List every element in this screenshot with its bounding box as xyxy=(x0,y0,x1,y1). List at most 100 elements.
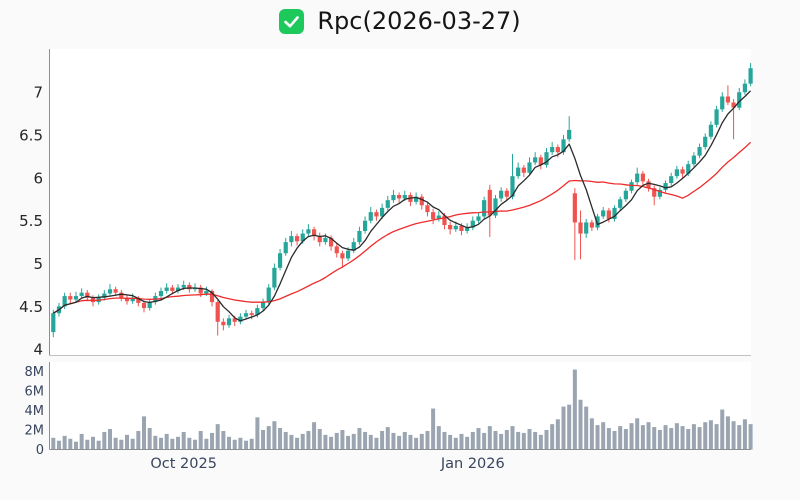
candle-body xyxy=(243,313,249,317)
candle-body xyxy=(686,164,691,174)
candle-body xyxy=(334,246,339,254)
volume-bar xyxy=(164,433,169,450)
volume-bar xyxy=(493,430,498,450)
candle-body xyxy=(470,220,475,228)
volume-bar xyxy=(720,409,725,450)
volume-bar xyxy=(306,430,311,450)
volume-bar xyxy=(680,426,685,450)
candle-body xyxy=(181,284,186,288)
volume-bar xyxy=(124,434,129,450)
volume-bar xyxy=(414,437,419,450)
candle-body xyxy=(368,212,373,221)
candle-body xyxy=(311,229,317,237)
check-icon xyxy=(279,8,305,34)
candle-body xyxy=(595,216,600,228)
volume-bar xyxy=(742,419,747,450)
volume-bar xyxy=(261,430,266,450)
volume-bar xyxy=(159,437,164,450)
candle-body xyxy=(504,190,509,197)
legend: Rpc(2026-03-27) xyxy=(0,4,800,38)
candle-body xyxy=(487,189,492,216)
volume-bar xyxy=(640,425,645,450)
candle-body xyxy=(402,195,407,199)
volume-bar xyxy=(436,426,441,450)
candle-body xyxy=(669,176,674,184)
volume-bar xyxy=(691,424,696,450)
candle-body xyxy=(640,173,645,182)
candle-body xyxy=(606,210,611,219)
volume-bar xyxy=(652,427,657,450)
candle-body xyxy=(175,287,181,291)
volume-bar xyxy=(317,429,322,450)
candle-body xyxy=(691,155,696,165)
candle-body xyxy=(623,190,628,200)
candle-body xyxy=(425,205,430,213)
candle-body xyxy=(737,92,742,108)
candle-body xyxy=(357,230,362,243)
candle-body xyxy=(436,215,441,219)
candle-body xyxy=(198,287,203,294)
volume-bar xyxy=(697,427,702,450)
volume-bar xyxy=(589,418,594,450)
volume-bar xyxy=(340,430,345,450)
volume-bar xyxy=(510,426,515,450)
volume-bar xyxy=(170,438,175,450)
volume-bar xyxy=(255,417,260,450)
volume-bar xyxy=(176,436,181,450)
candle-body xyxy=(62,296,67,307)
candle-body xyxy=(612,207,617,219)
volume-bar xyxy=(204,438,209,450)
volume-bar xyxy=(487,426,492,450)
candle-body xyxy=(362,220,368,231)
candle-body xyxy=(130,297,135,302)
volume-bar xyxy=(244,440,249,450)
volume-bar xyxy=(96,440,101,450)
candle-body xyxy=(294,236,300,242)
volume-bar xyxy=(380,430,385,450)
candle-body xyxy=(453,225,458,230)
candle-body xyxy=(459,225,464,231)
candle-body xyxy=(226,318,232,326)
candle-body xyxy=(164,287,169,291)
legend-checkbox[interactable] xyxy=(279,8,305,34)
volume-bar xyxy=(623,429,628,450)
volume-bar xyxy=(527,429,532,450)
volume-bar xyxy=(238,437,243,450)
volume-bar xyxy=(425,430,430,450)
volume-bar xyxy=(533,431,538,450)
volume-bar xyxy=(68,438,73,450)
candle-body xyxy=(720,96,725,110)
candle-body xyxy=(277,253,283,268)
candle-body xyxy=(431,212,436,219)
volume-bar xyxy=(85,439,90,450)
candle-body xyxy=(725,96,731,103)
volume-bar xyxy=(419,433,424,450)
fast-moving-average xyxy=(52,90,752,322)
volume-tick-label: 6M xyxy=(25,385,45,400)
volume-bar xyxy=(669,428,674,450)
candle-body xyxy=(703,136,708,148)
volume-bar xyxy=(572,369,577,450)
volume-bar xyxy=(215,424,220,450)
volume-bar xyxy=(346,435,351,450)
candle-body xyxy=(544,152,549,166)
candle-body xyxy=(289,236,294,243)
volume-bar xyxy=(635,418,640,450)
volume-bar xyxy=(612,430,617,450)
candle-body xyxy=(385,200,390,208)
candle-body xyxy=(255,308,260,315)
volume-bar xyxy=(674,423,679,450)
candle-body xyxy=(141,302,147,309)
candle-body xyxy=(272,267,277,288)
candle-body xyxy=(476,216,481,221)
volume-bar xyxy=(703,422,708,450)
volume-bar xyxy=(504,430,509,450)
candle-body xyxy=(538,157,543,166)
candle-body xyxy=(572,193,577,223)
moving-average-lines xyxy=(52,90,752,322)
candle-body xyxy=(340,253,345,259)
candle-body xyxy=(652,188,657,197)
candle-body xyxy=(158,290,164,297)
volume-bar xyxy=(323,434,328,450)
